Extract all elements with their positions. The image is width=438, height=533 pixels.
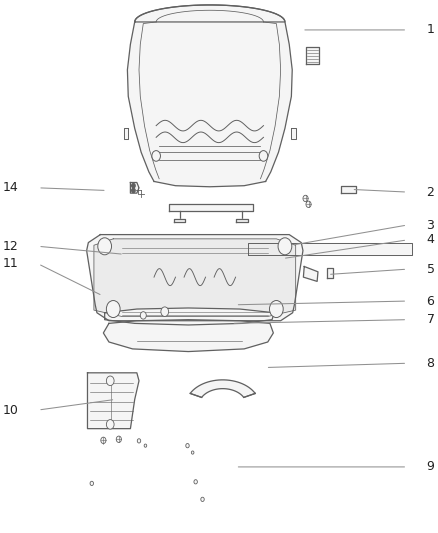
Text: 2: 2 bbox=[427, 185, 434, 199]
Circle shape bbox=[132, 188, 135, 192]
Circle shape bbox=[259, 151, 268, 161]
Text: 6: 6 bbox=[427, 295, 434, 308]
Polygon shape bbox=[291, 128, 296, 139]
Polygon shape bbox=[306, 47, 319, 64]
Polygon shape bbox=[237, 219, 247, 222]
Text: 4: 4 bbox=[427, 233, 434, 246]
Text: 9: 9 bbox=[427, 461, 434, 473]
Circle shape bbox=[194, 480, 198, 484]
Circle shape bbox=[98, 238, 112, 255]
Circle shape bbox=[137, 439, 141, 443]
Polygon shape bbox=[131, 182, 139, 193]
Text: 3: 3 bbox=[427, 219, 434, 231]
Circle shape bbox=[306, 201, 311, 207]
Text: 14: 14 bbox=[3, 181, 19, 195]
Text: 12: 12 bbox=[3, 240, 19, 253]
Circle shape bbox=[303, 195, 308, 201]
Circle shape bbox=[132, 183, 135, 188]
Polygon shape bbox=[341, 186, 356, 193]
Circle shape bbox=[106, 376, 114, 385]
Circle shape bbox=[116, 436, 121, 442]
Circle shape bbox=[101, 437, 106, 443]
Polygon shape bbox=[304, 266, 318, 281]
Polygon shape bbox=[124, 128, 128, 139]
Polygon shape bbox=[105, 308, 274, 325]
Polygon shape bbox=[88, 373, 139, 429]
Text: 8: 8 bbox=[427, 357, 434, 370]
Circle shape bbox=[278, 238, 292, 255]
Polygon shape bbox=[127, 5, 292, 187]
Text: 10: 10 bbox=[3, 403, 19, 416]
Circle shape bbox=[140, 312, 146, 319]
Circle shape bbox=[201, 497, 204, 502]
Polygon shape bbox=[87, 235, 303, 321]
Polygon shape bbox=[169, 204, 253, 211]
Polygon shape bbox=[174, 219, 185, 222]
Polygon shape bbox=[103, 320, 273, 352]
Polygon shape bbox=[94, 239, 296, 317]
Text: 1: 1 bbox=[427, 23, 434, 36]
Circle shape bbox=[186, 443, 189, 448]
Circle shape bbox=[106, 301, 120, 318]
Polygon shape bbox=[190, 380, 255, 398]
Circle shape bbox=[161, 307, 169, 317]
Polygon shape bbox=[327, 268, 333, 278]
Polygon shape bbox=[248, 243, 412, 255]
Circle shape bbox=[106, 419, 114, 429]
Circle shape bbox=[191, 451, 194, 454]
Circle shape bbox=[90, 481, 93, 486]
Circle shape bbox=[269, 301, 283, 318]
Text: 7: 7 bbox=[427, 313, 434, 326]
Text: 11: 11 bbox=[3, 257, 19, 270]
Circle shape bbox=[152, 151, 160, 161]
Circle shape bbox=[144, 444, 147, 447]
Text: 5: 5 bbox=[427, 263, 434, 276]
